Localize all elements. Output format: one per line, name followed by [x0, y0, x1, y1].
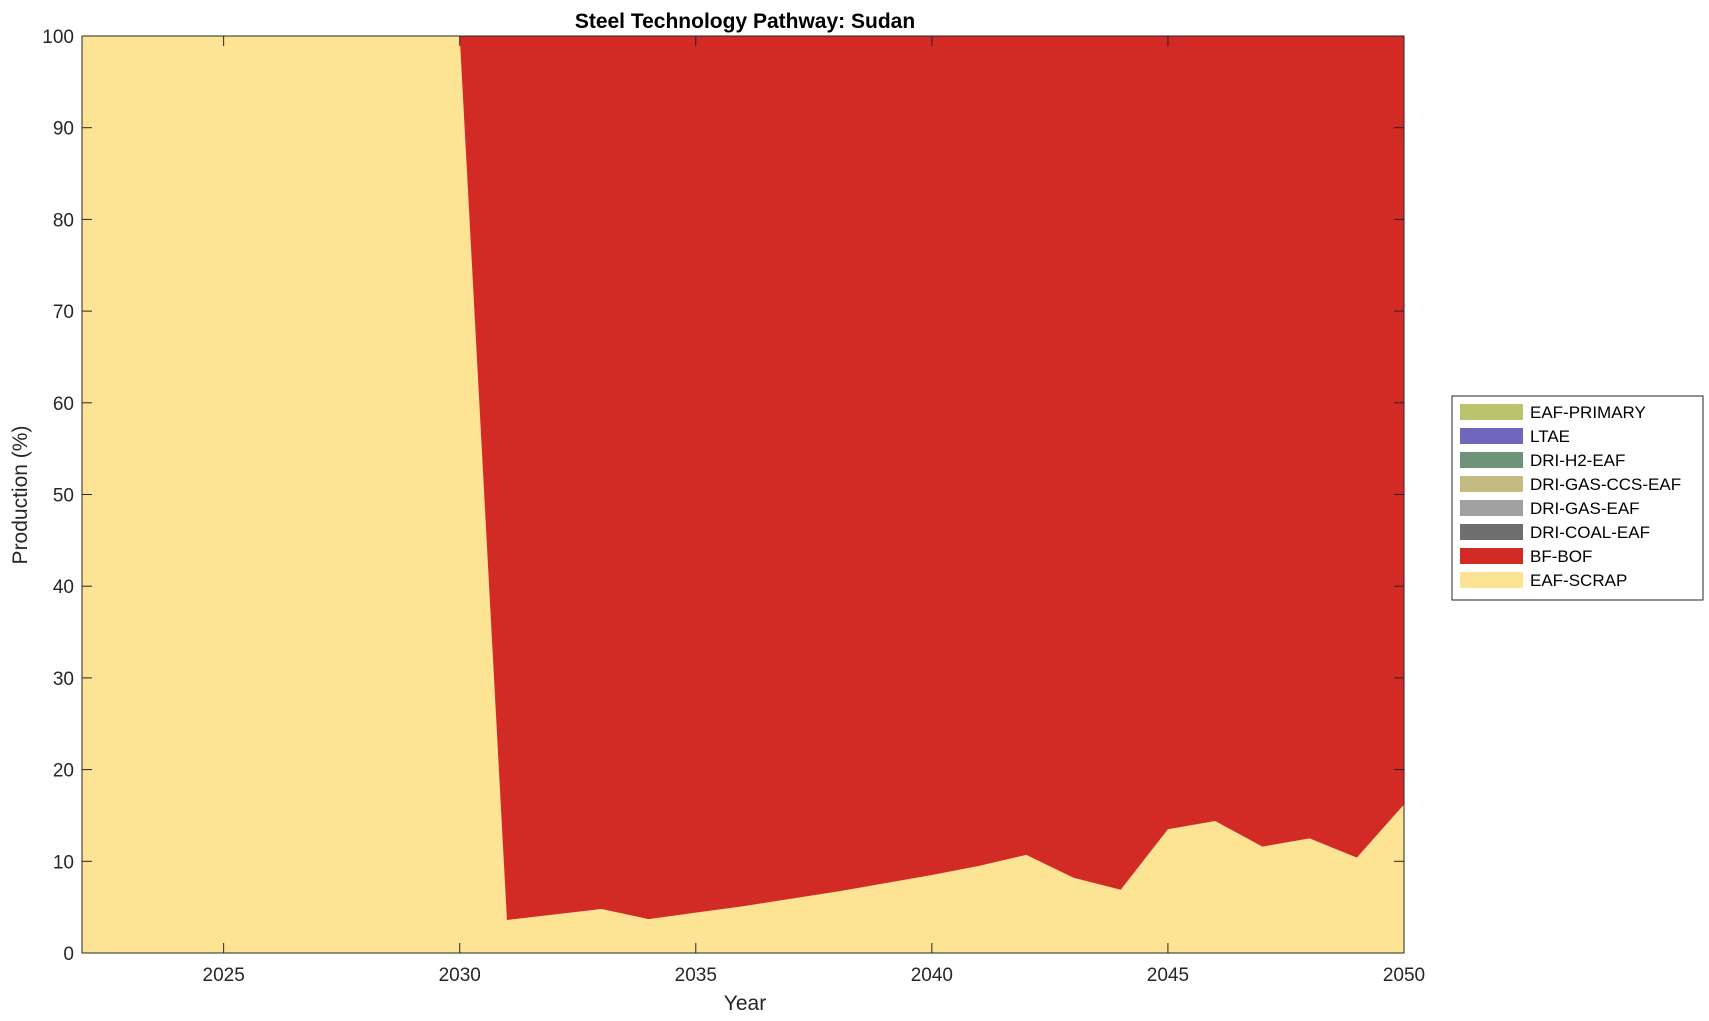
- legend-swatch-dri-gas-ccs-eaf: [1460, 476, 1523, 492]
- y-tick-label: 100: [42, 27, 74, 48]
- chart-title: Steel Technology Pathway: Sudan: [575, 10, 915, 33]
- x-tick-label: 2040: [911, 965, 953, 986]
- y-tick-label: 0: [63, 944, 74, 965]
- y-tick-label: 50: [53, 486, 74, 507]
- legend-label-dri-gas-eaf: DRI-GAS-EAF: [1530, 499, 1640, 518]
- legend-swatch-dri-h2-eaf: [1460, 452, 1523, 468]
- legend-swatch-ltae: [1460, 428, 1523, 444]
- y-tick-label: 70: [53, 302, 74, 323]
- legend-swatch-bf-bof: [1460, 548, 1523, 564]
- x-tick-label: 2030: [439, 965, 481, 986]
- y-tick-label: 80: [53, 210, 74, 231]
- area-bf-bof: [82, 36, 1404, 920]
- x-tick-label: 2025: [203, 965, 245, 986]
- legend-label-ltae: LTAE: [1530, 427, 1570, 446]
- area-series-group: [82, 36, 1404, 953]
- x-tick-label: 2050: [1383, 965, 1425, 986]
- x-axis-label: Year: [724, 992, 766, 1015]
- axes-group: 2025 2030 2035 2040 2045 20500102030405060708…: [42, 27, 1425, 986]
- legend-label-eaf-primary: EAF-PRIMARY: [1530, 403, 1646, 422]
- legend-label-eaf-scrap: EAF-SCRAP: [1530, 571, 1627, 590]
- legend-swatch-eaf-scrap: [1460, 572, 1523, 588]
- legend-label-dri-gas-ccs-eaf: DRI-GAS-CCS-EAF: [1530, 475, 1681, 494]
- legend-swatch-eaf-primary: [1460, 404, 1523, 420]
- y-tick-label: 30: [53, 669, 74, 690]
- legend: EAF-PRIMARY LTAE DRI-H2-EAF DRI-GAS-CCS-EAF…: [1451, 395, 1704, 601]
- y-tick-label: 60: [53, 394, 74, 415]
- area-eaf-scrap: [82, 36, 1404, 953]
- legend-swatch-dri-gas-eaf: [1460, 500, 1523, 516]
- legend-label-bf-bof: BF-BOF: [1530, 547, 1592, 566]
- legend-box: [1451, 395, 1704, 601]
- x-tick-label: 2035: [675, 965, 717, 986]
- y-tick-label: 40: [53, 577, 74, 598]
- legend-label-dri-h2-eaf: DRI-H2-EAF: [1530, 451, 1625, 470]
- y-axis-label: Production (%): [9, 426, 32, 565]
- legend-swatch-dri-coal-eaf: [1460, 524, 1523, 540]
- legend-label-dri-coal-eaf: DRI-COAL-EAF: [1530, 523, 1650, 542]
- y-tick-label: 10: [53, 852, 74, 873]
- x-tick-label: 2045: [1147, 965, 1189, 986]
- y-tick-label: 90: [53, 119, 74, 140]
- y-tick-label: 20: [53, 761, 74, 782]
